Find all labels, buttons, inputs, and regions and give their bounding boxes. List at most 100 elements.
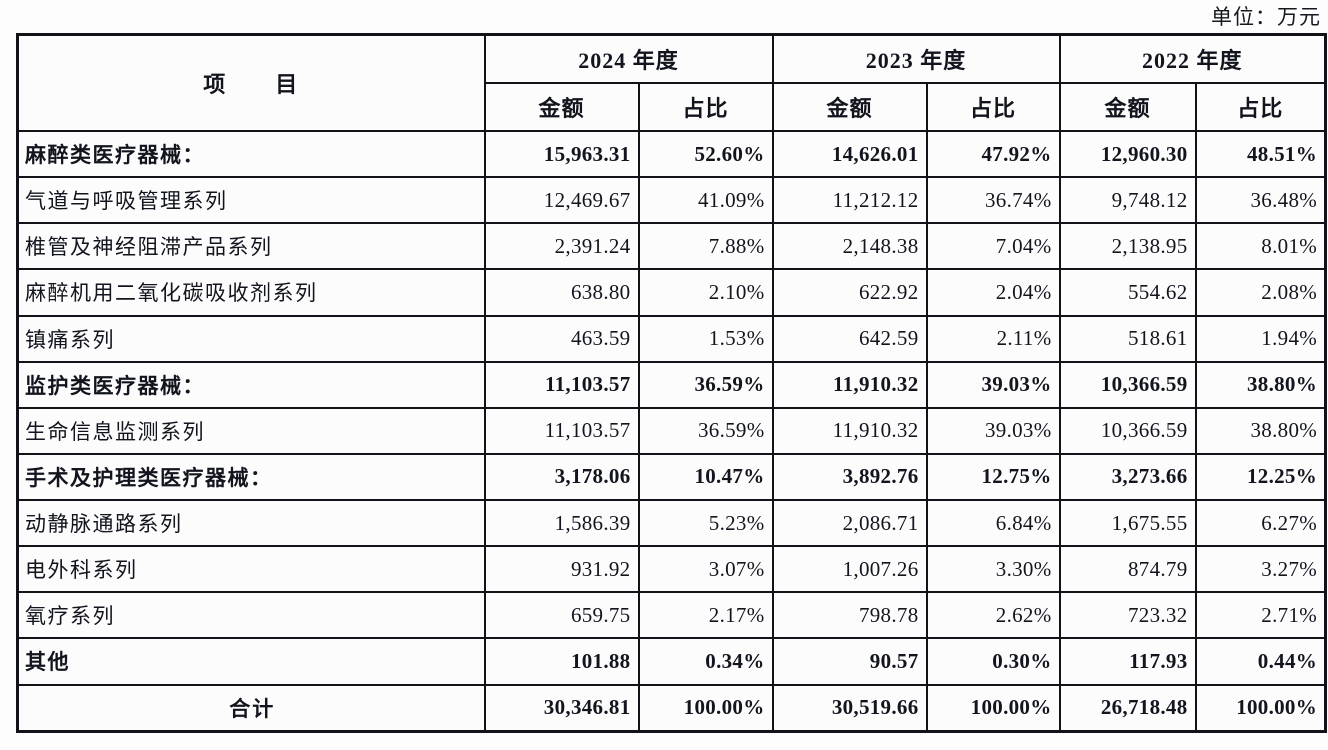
amount-cell: 26,718.48 <box>1058 683 1197 733</box>
amount-cell: 2,391.24 <box>483 222 640 271</box>
row-label: 电外科系列 <box>16 545 486 594</box>
amount-cell: 642.59 <box>771 314 928 363</box>
amount-cell: 798.78 <box>771 591 928 640</box>
revenue-breakdown-table: 项 目 2024 年度 2023 年度 2022 年度 金额 占比 金额 占比 … <box>16 33 1328 733</box>
amount-cell: 723.32 <box>1058 591 1197 640</box>
ratio-cell: 7.88% <box>637 222 774 271</box>
ratio-cell: 2.71% <box>1194 591 1327 640</box>
row-label: 氧疗系列 <box>16 591 486 640</box>
amount-cell: 638.80 <box>483 268 640 317</box>
amount-cell: 3,178.06 <box>483 452 640 502</box>
amount-cell: 12,469.67 <box>483 176 640 225</box>
ratio-cell: 0.44% <box>1194 637 1327 686</box>
ratio-cell: 2.08% <box>1194 268 1327 317</box>
ratio-cell: 6.27% <box>1194 498 1327 548</box>
amount-cell: 12,960.30 <box>1058 129 1197 179</box>
amount-cell: 3,892.76 <box>771 452 928 502</box>
amount-cell: 11,910.32 <box>771 360 928 409</box>
ratio-cell: 38.80% <box>1194 406 1327 455</box>
ratio-cell: 36.59% <box>637 360 774 409</box>
table-row: 麻醉机用二氧化碳吸收剂系列 638.80 2.10% 622.92 2.04% 554.6… <box>16 268 1327 317</box>
row-label: 生命信息监测系列 <box>16 406 486 455</box>
ratio-cell: 39.03% <box>925 360 1061 409</box>
amount-cell: 1,675.55 <box>1058 498 1197 548</box>
ratio-cell: 3.07% <box>637 545 774 594</box>
amount-cell: 11,212.12 <box>771 176 928 225</box>
ratio-cell: 100.00% <box>1194 683 1327 733</box>
row-label: 麻醉机用二氧化碳吸收剂系列 <box>16 268 486 317</box>
ratio-cell: 2.04% <box>925 268 1061 317</box>
revenue-table-container: 项 目 2024 年度 2023 年度 2022 年度 金额 占比 金额 占比 … <box>16 33 1328 733</box>
ratio-cell: 2.11% <box>925 314 1061 363</box>
ratio-cell: 1.53% <box>637 314 774 363</box>
table-row: 镇痛系列 463.59 1.53% 642.59 2.11% 518.61 1.94% <box>16 314 1327 363</box>
ratio-cell: 52.60% <box>637 129 774 179</box>
ratio-cell: 5.23% <box>637 498 774 548</box>
row-label: 合计 <box>16 683 486 733</box>
amount-cell: 931.92 <box>483 545 640 594</box>
table-body: 麻醉类医疗器械： 15,963.31 52.60% 14,626.01 47.92% 12… <box>16 129 1327 733</box>
amount-cell: 11,103.57 <box>483 406 640 455</box>
amount-cell: 622.92 <box>771 268 928 317</box>
amount-cell: 117.93 <box>1058 637 1197 686</box>
table-row: 监护类医疗器械： 11,103.57 36.59% 11,910.32 39.03% 10… <box>16 360 1327 409</box>
ratio-cell: 3.30% <box>925 545 1061 594</box>
amount-cell: 9,748.12 <box>1058 176 1197 225</box>
col-header-amount-2024: 金额 <box>483 82 640 132</box>
amount-cell: 30,346.81 <box>483 683 640 733</box>
ratio-cell: 36.48% <box>1194 176 1327 225</box>
table-row: 气道与呼吸管理系列 12,469.67 41.09% 11,212.12 36.74% 9… <box>16 176 1327 225</box>
ratio-cell: 47.92% <box>925 129 1061 179</box>
amount-cell: 15,963.31 <box>483 129 640 179</box>
col-header-year-2023: 2023 年度 <box>771 33 1061 84</box>
amount-cell: 11,910.32 <box>771 406 928 455</box>
row-label: 动静脉通路系列 <box>16 498 486 548</box>
row-label: 镇痛系列 <box>16 314 486 363</box>
table-row: 氧疗系列 659.75 2.17% 798.78 2.62% 723.32 2.71% <box>16 591 1327 640</box>
col-header-year-2022: 2022 年度 <box>1058 33 1327 84</box>
amount-cell: 90.57 <box>771 637 928 686</box>
amount-cell: 463.59 <box>483 314 640 363</box>
ratio-cell: 39.03% <box>925 406 1061 455</box>
amount-cell: 1,007.26 <box>771 545 928 594</box>
ratio-cell: 38.80% <box>1194 360 1327 409</box>
row-label: 手术及护理类医疗器械： <box>16 452 486 502</box>
col-header-amount-2023: 金额 <box>771 82 928 132</box>
amount-cell: 2,148.38 <box>771 222 928 271</box>
col-header-ratio-2022: 占比 <box>1194 82 1327 132</box>
table-row: 麻醉类医疗器械： 15,963.31 52.60% 14,626.01 47.92% 12… <box>16 129 1327 179</box>
ratio-cell: 100.00% <box>925 683 1061 733</box>
ratio-cell: 12.75% <box>925 452 1061 502</box>
table-row: 电外科系列 931.92 3.07% 1,007.26 3.30% 874.79 3.27% <box>16 545 1327 594</box>
col-header-item: 项 目 <box>16 33 486 132</box>
ratio-cell: 8.01% <box>1194 222 1327 271</box>
amount-cell: 11,103.57 <box>483 360 640 409</box>
table-row: 椎管及神经阻滞产品系列 2,391.24 7.88% 2,148.38 7.04% 2,1… <box>16 222 1327 271</box>
row-label: 监护类医疗器械： <box>16 360 486 409</box>
amount-cell: 2,086.71 <box>771 498 928 548</box>
amount-cell: 14,626.01 <box>771 129 928 179</box>
row-label: 椎管及神经阻滞产品系列 <box>16 222 486 271</box>
ratio-cell: 0.30% <box>925 637 1061 686</box>
header-row-subcolumns: 金额 占比 金额 占比 金额 占比 <box>18 82 1327 132</box>
ratio-cell: 3.27% <box>1194 545 1327 594</box>
ratio-cell: 7.04% <box>925 222 1061 271</box>
amount-cell: 554.62 <box>1058 268 1197 317</box>
table-row: 手术及护理类医疗器械： 3,178.06 10.47% 3,892.76 12.75% 3… <box>16 452 1327 502</box>
col-header-year-2024: 2024 年度 <box>483 33 774 84</box>
ratio-cell: 41.09% <box>637 176 774 225</box>
row-label: 麻醉类医疗器械： <box>16 129 486 179</box>
table-row: 生命信息监测系列 11,103.57 36.59% 11,910.32 39.03% 10… <box>16 406 1327 455</box>
table-row-total: 合计 30,346.81 100.00% 30,519.66 100.00% 26,718… <box>16 683 1327 733</box>
ratio-cell: 10.47% <box>637 452 774 502</box>
col-header-ratio-2023: 占比 <box>925 82 1061 132</box>
amount-cell: 101.88 <box>483 637 640 686</box>
amount-cell: 1,586.39 <box>483 498 640 548</box>
ratio-cell: 36.59% <box>637 406 774 455</box>
unit-label: 单位：万元 <box>1211 5 1321 29</box>
ratio-cell: 2.17% <box>637 591 774 640</box>
ratio-cell: 0.34% <box>637 637 774 686</box>
ratio-cell: 100.00% <box>637 683 774 733</box>
amount-cell: 30,519.66 <box>771 683 928 733</box>
